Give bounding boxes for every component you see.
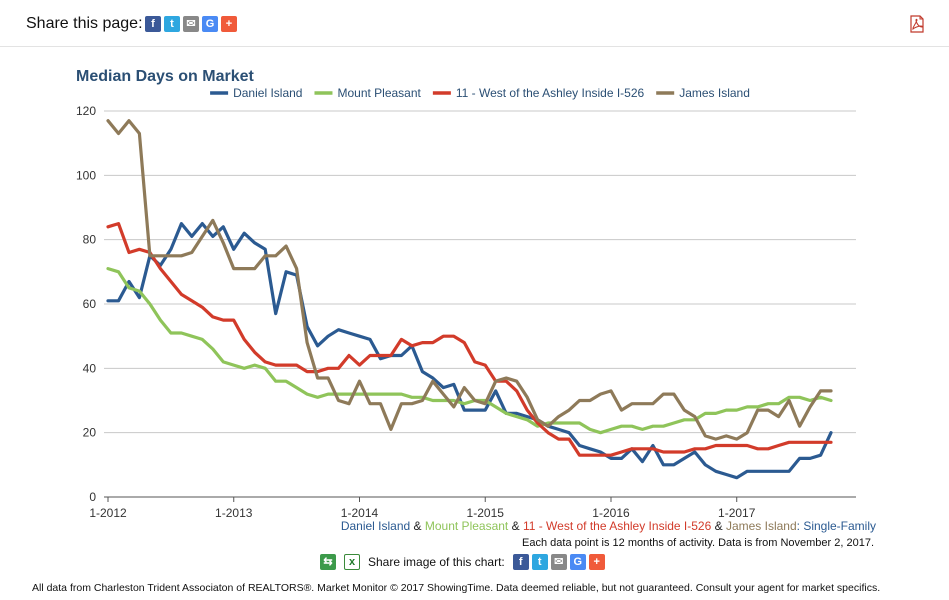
google-icon[interactable]: G: [202, 16, 218, 32]
excel-icon[interactable]: x: [344, 554, 360, 570]
facebook-icon[interactable]: f: [145, 16, 161, 32]
grid-layer: [104, 110, 856, 434]
y-tick-label: 0: [89, 490, 96, 504]
series-layer: [106, 119, 833, 480]
share-page-label: Share this page:: [26, 15, 143, 32]
caption-james-island: James Island: [725, 519, 797, 533]
data-note: Each data point is 12 months of activity…: [522, 537, 874, 549]
caption-separator: &: [508, 519, 523, 533]
series-line-3: [106, 119, 833, 441]
twitter-icon[interactable]: t: [164, 16, 180, 32]
share-icon[interactable]: ⇆: [320, 554, 336, 570]
legend-label: 11 - West of the Ashley Inside I-526: [456, 86, 645, 100]
twitter-icon[interactable]: t: [531, 554, 548, 570]
series-line-0: [106, 222, 833, 480]
plus-icon[interactable]: +: [221, 16, 237, 32]
x-tick-label: 1-2015: [467, 506, 505, 520]
legend-label: Mount Pleasant: [337, 86, 421, 100]
y-tick-label: 120: [76, 104, 96, 118]
y-tick-label: 80: [83, 233, 97, 247]
series-line-2: [106, 222, 833, 457]
legend-label: James Island: [679, 86, 750, 100]
pdf-icon[interactable]: [909, 15, 925, 33]
x-tick-label: 1-2017: [718, 506, 756, 520]
legend: Daniel Island Mount Pleasant 11 - West of …: [210, 86, 750, 100]
chart-caption: Daniel Island & Mount Pleasant & 11 - We…: [341, 519, 876, 533]
share-image-icons: f t ✉ G +: [512, 554, 605, 570]
x-tick-label: 1-2014: [341, 506, 379, 520]
email-icon[interactable]: ✉: [183, 16, 199, 32]
caption-mount-pleasant: Mount Pleasant: [424, 519, 509, 533]
x-tick-label: 1-2012: [89, 506, 127, 520]
plus-icon[interactable]: +: [588, 554, 605, 570]
axis-layer: 0 20 40 60 80 100 120 1-2012 1-2013 1-2014 1-2015 1…: [76, 104, 856, 520]
caption-daniel-island: Daniel Island: [340, 519, 411, 533]
legend-label: Daniel Island: [233, 86, 302, 100]
share-page-icons: f t ✉ G +: [145, 16, 237, 32]
caption-separator: &: [410, 519, 425, 533]
chart-title: Median Days on Market: [76, 68, 254, 85]
caption-property-type: Single-Family: [803, 519, 876, 533]
email-icon[interactable]: ✉: [550, 554, 567, 570]
x-tick-label: 1-2013: [215, 506, 253, 520]
series-line-1: [106, 267, 833, 435]
y-tick-label: 100: [76, 168, 96, 182]
footer-disclaimer: All data from Charleston Trident Associa…: [32, 582, 881, 594]
caption-west-ashley: 11 - West of the Ashley Inside I-526: [522, 519, 712, 533]
y-tick-label: 40: [83, 361, 97, 375]
y-tick-label: 20: [83, 426, 97, 440]
caption-separator: &: [711, 519, 726, 533]
share-image-label: Share image of this chart:: [368, 555, 505, 569]
x-tick-label: 1-2016: [592, 506, 630, 520]
share-image-bar: ⇆ x Share image of this chart: f t ✉ G +: [320, 553, 605, 571]
y-tick-label: 60: [83, 297, 97, 311]
google-icon[interactable]: G: [569, 554, 586, 570]
share-bar: Share this page: f t ✉ G +: [0, 0, 949, 47]
facebook-icon[interactable]: f: [512, 554, 529, 570]
caption-colon: :: [796, 519, 804, 533]
